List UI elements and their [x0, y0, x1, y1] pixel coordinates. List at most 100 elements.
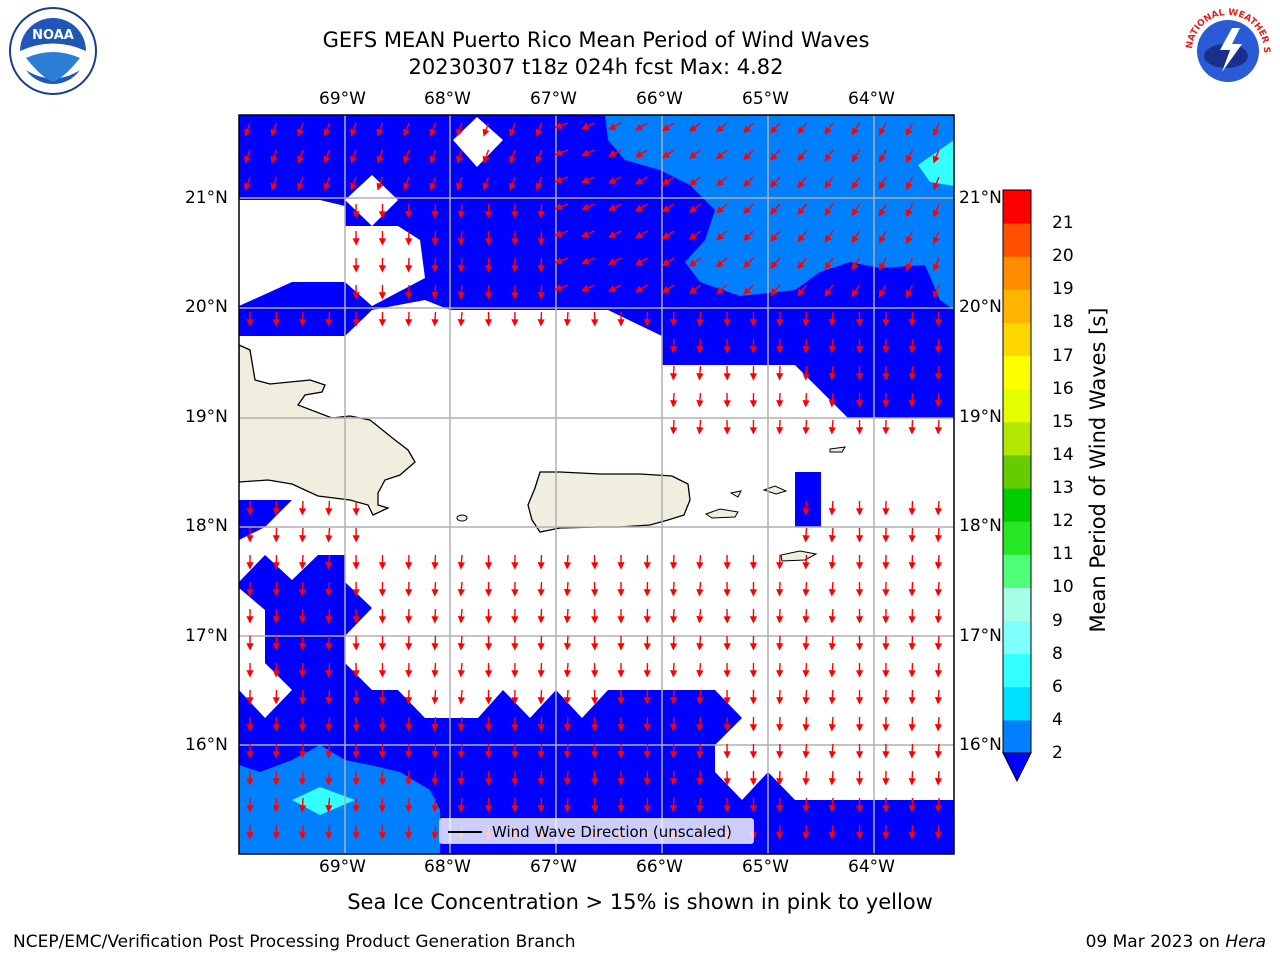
wind-arrow-head: [325, 723, 333, 732]
wind-arrow-head: [934, 616, 943, 624]
wind-arrow-head: [591, 805, 599, 813]
lon-tick: 64°W: [848, 89, 895, 109]
wind-arrow-head: [908, 670, 916, 678]
lat-tick: 21°N: [959, 188, 1002, 208]
wind-arrow-head: [457, 291, 465, 300]
wind-arrow-head: [855, 346, 864, 354]
wind-arrow-head: [581, 284, 590, 292]
wind-arrow-head: [776, 751, 784, 759]
wind-arrow-head: [511, 211, 519, 219]
wind-arrow-head: [350, 182, 357, 191]
wind-arrow-head: [403, 182, 410, 191]
wind-arrow-head: [770, 233, 778, 242]
wind-arrow-head: [776, 373, 784, 381]
wind-arrow-head: [855, 427, 864, 435]
map-frame: [238, 114, 955, 855]
wind-arrow-head: [535, 155, 543, 164]
wind-arrow-head: [749, 697, 758, 705]
wind-arrow-head: [431, 562, 439, 570]
wind-arrow-head: [776, 589, 784, 597]
wind-arrow-head: [855, 535, 864, 543]
wind-arrow-head: [431, 832, 439, 840]
wind-arrow-head: [563, 751, 572, 759]
wind-arrow-head: [802, 832, 810, 840]
wind-arrow-head: [855, 400, 864, 408]
wind-arrow-head: [824, 207, 832, 216]
wind-arrow-head: [563, 562, 572, 570]
wind-arrow-head: [776, 643, 784, 651]
wind-arrow-head: [509, 128, 516, 137]
colorbar-tick-label: 16: [1052, 378, 1074, 399]
wind-arrow-head: [743, 233, 751, 242]
wind-arrow-head: [352, 562, 360, 570]
wind-arrow-head: [776, 427, 784, 435]
wind-arrow-head: [511, 616, 519, 624]
wind-arrow-head: [563, 805, 572, 813]
wind-arrow-head: [802, 724, 810, 732]
wind-arrow-head: [828, 615, 836, 624]
lon-tick: 65°W: [742, 89, 789, 109]
wind-arrow-head: [934, 535, 943, 543]
wind-arrow-head: [688, 232, 697, 240]
wind-arrow-head: [484, 589, 493, 597]
wind-arrow-head: [882, 805, 890, 813]
wind-arrow-head: [298, 562, 307, 570]
wind-arrow-head: [617, 616, 625, 624]
wind-arrow-head: [298, 697, 307, 705]
wind-arrow-head: [882, 373, 890, 381]
wind-arrow-head: [934, 373, 943, 381]
wind-arrow-head: [298, 724, 307, 732]
wind-arrow-head: [431, 292, 439, 300]
wind-arrow-head: [749, 643, 758, 651]
wind-arrow-head: [608, 177, 617, 184]
wind-arrow-head: [591, 751, 599, 759]
wind-arrow-head: [352, 319, 360, 327]
colorbar-tick-label: 2: [1052, 743, 1063, 763]
wind-arrow-head: [749, 319, 758, 327]
wind-arrow-head: [298, 778, 307, 786]
wind-arrow-head: [776, 319, 784, 327]
wind-arrow-head: [511, 697, 519, 705]
wind-arrow-head: [617, 778, 625, 786]
wind-arrow-head: [882, 508, 890, 516]
lon-tick: 67°W: [530, 89, 577, 109]
wind-arrow-head: [482, 128, 490, 137]
wind-arrow-head: [591, 643, 599, 651]
wind-arrow-head: [934, 751, 943, 759]
wind-arrow-head: [882, 751, 890, 759]
wind-arrow-head: [932, 182, 940, 191]
wind-arrow-head: [378, 832, 387, 840]
wind-arrow-head: [643, 751, 651, 759]
wind-arrow-head: [537, 265, 545, 273]
wind-arrow-head: [535, 182, 543, 191]
wind-arrow-head: [608, 231, 617, 238]
wind-arrow-head: [882, 535, 890, 543]
wind-arrow-head: [797, 234, 805, 243]
wind-arrow-head: [298, 535, 307, 543]
wind-arrow-head: [723, 373, 731, 381]
wind-arrow-head: [749, 778, 758, 786]
wind-arrow-head: [802, 319, 810, 327]
wind-arrow-head: [352, 508, 360, 516]
wind-arrow-head: [855, 319, 864, 327]
wind-arrow-head: [824, 234, 832, 243]
wind-arrow-head: [934, 670, 943, 678]
wind-arrow-head: [855, 508, 864, 516]
wind-arrow-head: [405, 292, 413, 300]
wind-arrow-head: [743, 179, 751, 188]
wind-arrow-head: [246, 697, 254, 705]
wind-arrow-head: [246, 670, 254, 678]
wind-arrow-head: [770, 287, 778, 296]
wind-arrow-head: [378, 697, 387, 705]
wind-wave-direction-arrows: [244, 122, 943, 840]
map-title: GEFS MEAN Puerto Rico Mean Period of Win…: [322, 28, 870, 52]
legend-label: Wind Wave Direction (unscaled): [492, 823, 732, 841]
wind-arrow-head: [537, 238, 545, 246]
wind-arrow-head: [908, 589, 916, 597]
wind-arrow-head: [696, 399, 704, 408]
wind-arrow-head: [581, 203, 590, 211]
colorbar-tick-label: 20: [1052, 246, 1074, 267]
wind-arrow-head: [802, 508, 810, 516]
wind-arrow-head: [828, 723, 836, 732]
